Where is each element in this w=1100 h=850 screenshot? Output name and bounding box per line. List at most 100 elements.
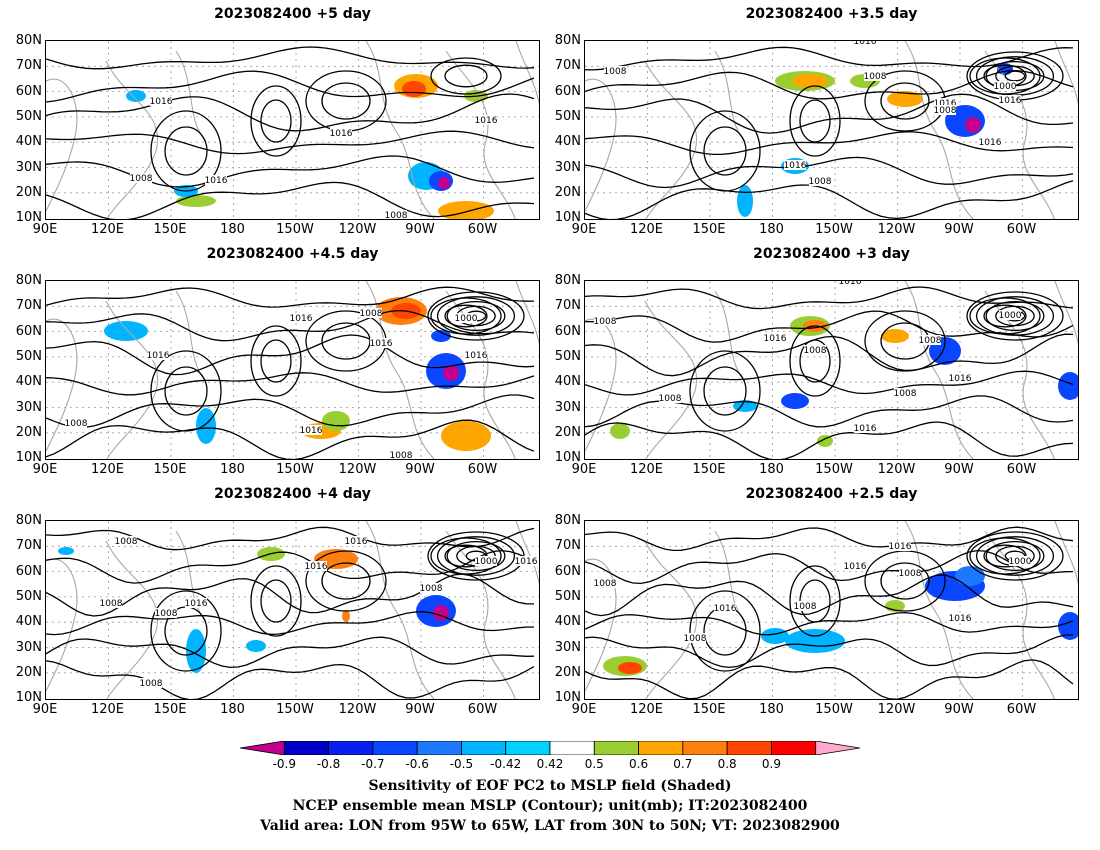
lat-tick-label: 10N	[554, 690, 581, 706]
sensitivity-shade	[443, 365, 459, 381]
lat-tick-label: 70N	[554, 58, 581, 74]
contour-label: 1016	[934, 99, 957, 109]
lat-tick-label: 40N	[15, 374, 42, 390]
sensitivity-shade	[196, 408, 216, 444]
contour-label: 1008	[155, 609, 178, 619]
lon-tick-label: 60W	[467, 702, 498, 717]
sensitivity-shade	[761, 628, 789, 644]
lat-tick-label: 50N	[554, 108, 581, 124]
lon-tick-label: 150E	[692, 702, 726, 717]
panel-title: 2023082400 +2.5 day	[745, 486, 918, 502]
contour-label: 1008	[864, 72, 887, 82]
mslp-contour	[46, 526, 535, 699]
contour-label: 1008	[934, 106, 957, 116]
colorbar-segment	[682, 741, 728, 755]
lon-tick-label: 90W	[405, 702, 435, 717]
lon-tick-label: 150E	[692, 462, 726, 477]
caption-line-2: NCEP ensemble mean MSLP (Contour); unit(…	[292, 798, 808, 814]
lat-tick-label: 60N	[554, 83, 581, 99]
sensitivity-shade	[785, 629, 845, 653]
lon-tick-label: 150W	[276, 462, 314, 477]
lat-tick-label: 70N	[15, 58, 42, 74]
lat-tick-label: 80N	[554, 33, 581, 48]
panel-title: 2023082400 +3 day	[753, 246, 910, 262]
contour-label: 1000	[475, 557, 498, 567]
contour-label: 1016	[889, 542, 912, 552]
lon-tick-label: 120W	[877, 702, 916, 717]
colorbar	[240, 741, 860, 755]
contour-label: 1016	[345, 537, 368, 547]
lat-tick-label: 70N	[15, 538, 42, 554]
colorbar-tick-label: -0.8	[316, 757, 341, 771]
lon-tick-label: 60W	[1006, 702, 1037, 717]
contour-label: 1008	[115, 537, 138, 547]
contour-label: 1016	[949, 374, 972, 384]
colorbar-segment	[461, 741, 507, 755]
contour-label: 1000	[1009, 557, 1032, 567]
lon-tick-label: 120W	[877, 462, 916, 477]
sensitivity-shade	[792, 74, 828, 88]
coastline	[585, 41, 1078, 219]
sensitivity-shade	[431, 330, 451, 342]
panel-title: 2023082400 +5 day	[214, 6, 371, 22]
contour-label: 1000	[994, 82, 1017, 92]
sensitivity-shade	[402, 81, 426, 97]
contour-label: 1016	[305, 562, 328, 572]
sensitivity-shade	[817, 435, 833, 447]
lat-tick-label: 10N	[15, 690, 42, 706]
sensitivity-shade	[441, 421, 491, 451]
contour-label: 1016	[854, 424, 877, 434]
sensitivity-shade	[176, 195, 216, 207]
lat-tick-label: 10N	[15, 450, 42, 466]
mslp-contour	[46, 46, 535, 219]
lat-tick-label: 60N	[15, 563, 42, 579]
lon-tick-label: 120W	[877, 222, 916, 237]
lon-tick-label: 120W	[338, 222, 377, 237]
sensitivity-shade	[126, 90, 146, 102]
panel-title: 2023082400 +3.5 day	[745, 6, 918, 22]
lon-tick-label: 150W	[815, 462, 853, 477]
colorbar-tick-label: 0.6	[629, 757, 649, 771]
map-panel-0: 1016 1016 1008 1016 1016 1008	[45, 40, 540, 220]
caption-line-1: Sensitivity of EOF PC2 to MSLP field (Sh…	[368, 778, 732, 794]
lon-tick-label: 90W	[944, 702, 974, 717]
lon-tick-label: 180	[759, 462, 784, 477]
contour-label: 1008	[594, 579, 617, 589]
panel-title: 2023082400 +4.5 day	[206, 246, 379, 262]
colorbar-segment	[593, 741, 639, 755]
colorbar-tick-label: 0.42	[536, 757, 564, 771]
lon-tick-label: 90W	[405, 222, 435, 237]
sensitivity-shade	[1058, 372, 1078, 400]
contour-label: 1016	[764, 334, 787, 344]
lat-tick-label: 50N	[15, 588, 42, 604]
contour-label: 1016	[465, 351, 488, 361]
lat-tick-label: 60N	[15, 83, 42, 99]
lon-tick-label: 150E	[153, 222, 187, 237]
lat-tick-label: 50N	[15, 348, 42, 364]
contour-label: 1016	[185, 599, 208, 609]
sensitivity-shade	[186, 629, 206, 673]
lat-tick-label: 30N	[554, 159, 581, 175]
contour-label: 1008	[919, 336, 942, 346]
lat-tick-label: 80N	[554, 273, 581, 288]
lat-tick-label: 50N	[554, 588, 581, 604]
contour-label: 1008	[809, 177, 832, 187]
lon-tick-label: 180	[759, 702, 784, 717]
coastline	[585, 521, 1078, 699]
lat-tick-label: 10N	[554, 450, 581, 466]
lon-tick-label: 150W	[815, 222, 853, 237]
colorbar-segment	[771, 741, 817, 755]
lat-tick-label: 20N	[15, 664, 42, 680]
lon-tick-label: 60W	[1006, 222, 1037, 237]
lat-tick-label: 20N	[15, 184, 42, 200]
colorbar-tick-label: -0.9	[272, 757, 296, 771]
lat-tick-label: 60N	[554, 563, 581, 579]
lon-tick-label: 90E	[32, 222, 58, 237]
lat-tick-label: 80N	[15, 33, 42, 48]
contour-label: 1008	[385, 211, 408, 220]
lon-tick-label: 60W	[1006, 462, 1037, 477]
sensitivity-shade	[342, 610, 350, 622]
contour-label: 1016	[844, 562, 867, 572]
sensitivity-shade	[58, 547, 74, 555]
lon-tick-label: 90E	[571, 222, 597, 237]
